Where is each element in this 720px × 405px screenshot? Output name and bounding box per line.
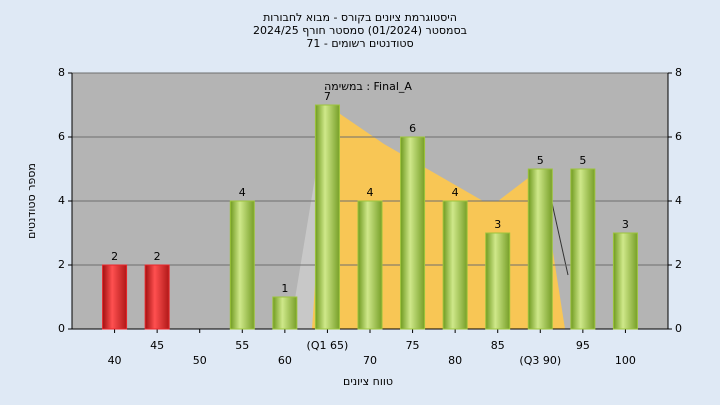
data-label: 4 [452,186,459,199]
y2-tick-label: 6 [675,130,682,143]
bar [400,136,426,330]
x-tick-label: (Q3 90) [519,354,561,367]
y2-tick-label: 4 [675,194,682,207]
x-tick-label: 60 [278,354,292,367]
data-label: 6 [409,122,416,135]
x-tick-label: 70 [363,354,377,367]
data-label: 3 [494,218,501,231]
bar [102,264,128,330]
y-tick-label: 6 [58,130,65,143]
data-label: 1 [281,282,288,295]
data-label: 4 [239,186,246,199]
bar [442,200,468,330]
bar [357,200,383,330]
data-label: 5 [537,154,544,167]
bar [272,296,298,330]
data-label: 2 [154,250,161,263]
y2-tick-label: 2 [675,258,682,271]
y-tick-label: 2 [58,258,65,271]
x-tick-label: 80 [448,354,462,367]
x-tick-label: 40 [108,354,122,367]
x-axis-label: טווח ציונים [343,375,393,388]
x-tick-label: 85 [491,339,505,352]
x-tick-label: 75 [406,339,420,352]
bar [229,200,255,330]
y2-tick-label: 8 [675,66,682,79]
y-axis-label: מספר סטודנטים [25,163,38,239]
chart-subtitle: בסמסטר (01/2024) סמסטר חורף 2024/25 [253,24,467,37]
bar [485,232,511,330]
data-label: 2 [111,250,118,263]
y2-tick-label: 0 [675,322,682,335]
x-tick-label: 45 [150,339,164,352]
bar [527,168,553,330]
x-tick-label: 55 [235,339,249,352]
y-tick-label: 4 [58,194,65,207]
chart-subtitle: סטודנטים רשומים - 71 [306,37,413,50]
y-tick-label: 0 [58,322,65,335]
data-label: 3 [622,218,629,231]
x-tick-label: 100 [615,354,636,367]
x-tick-label: 50 [193,354,207,367]
data-label: 4 [367,186,374,199]
bar [314,104,340,330]
bar [612,232,638,330]
bar [570,168,596,330]
x-tick-label: 95 [576,339,590,352]
data-label: 7 [324,90,331,103]
y-tick-label: 8 [58,66,65,79]
x-tick-label: (Q1 65) [307,339,349,352]
bar [144,264,170,330]
data-label: 5 [579,154,586,167]
annotation: במשימה : Final_A [324,80,412,93]
chart-title: היסטוגרמת ציונים בקורס - מבוא לחבורות [263,11,457,24]
